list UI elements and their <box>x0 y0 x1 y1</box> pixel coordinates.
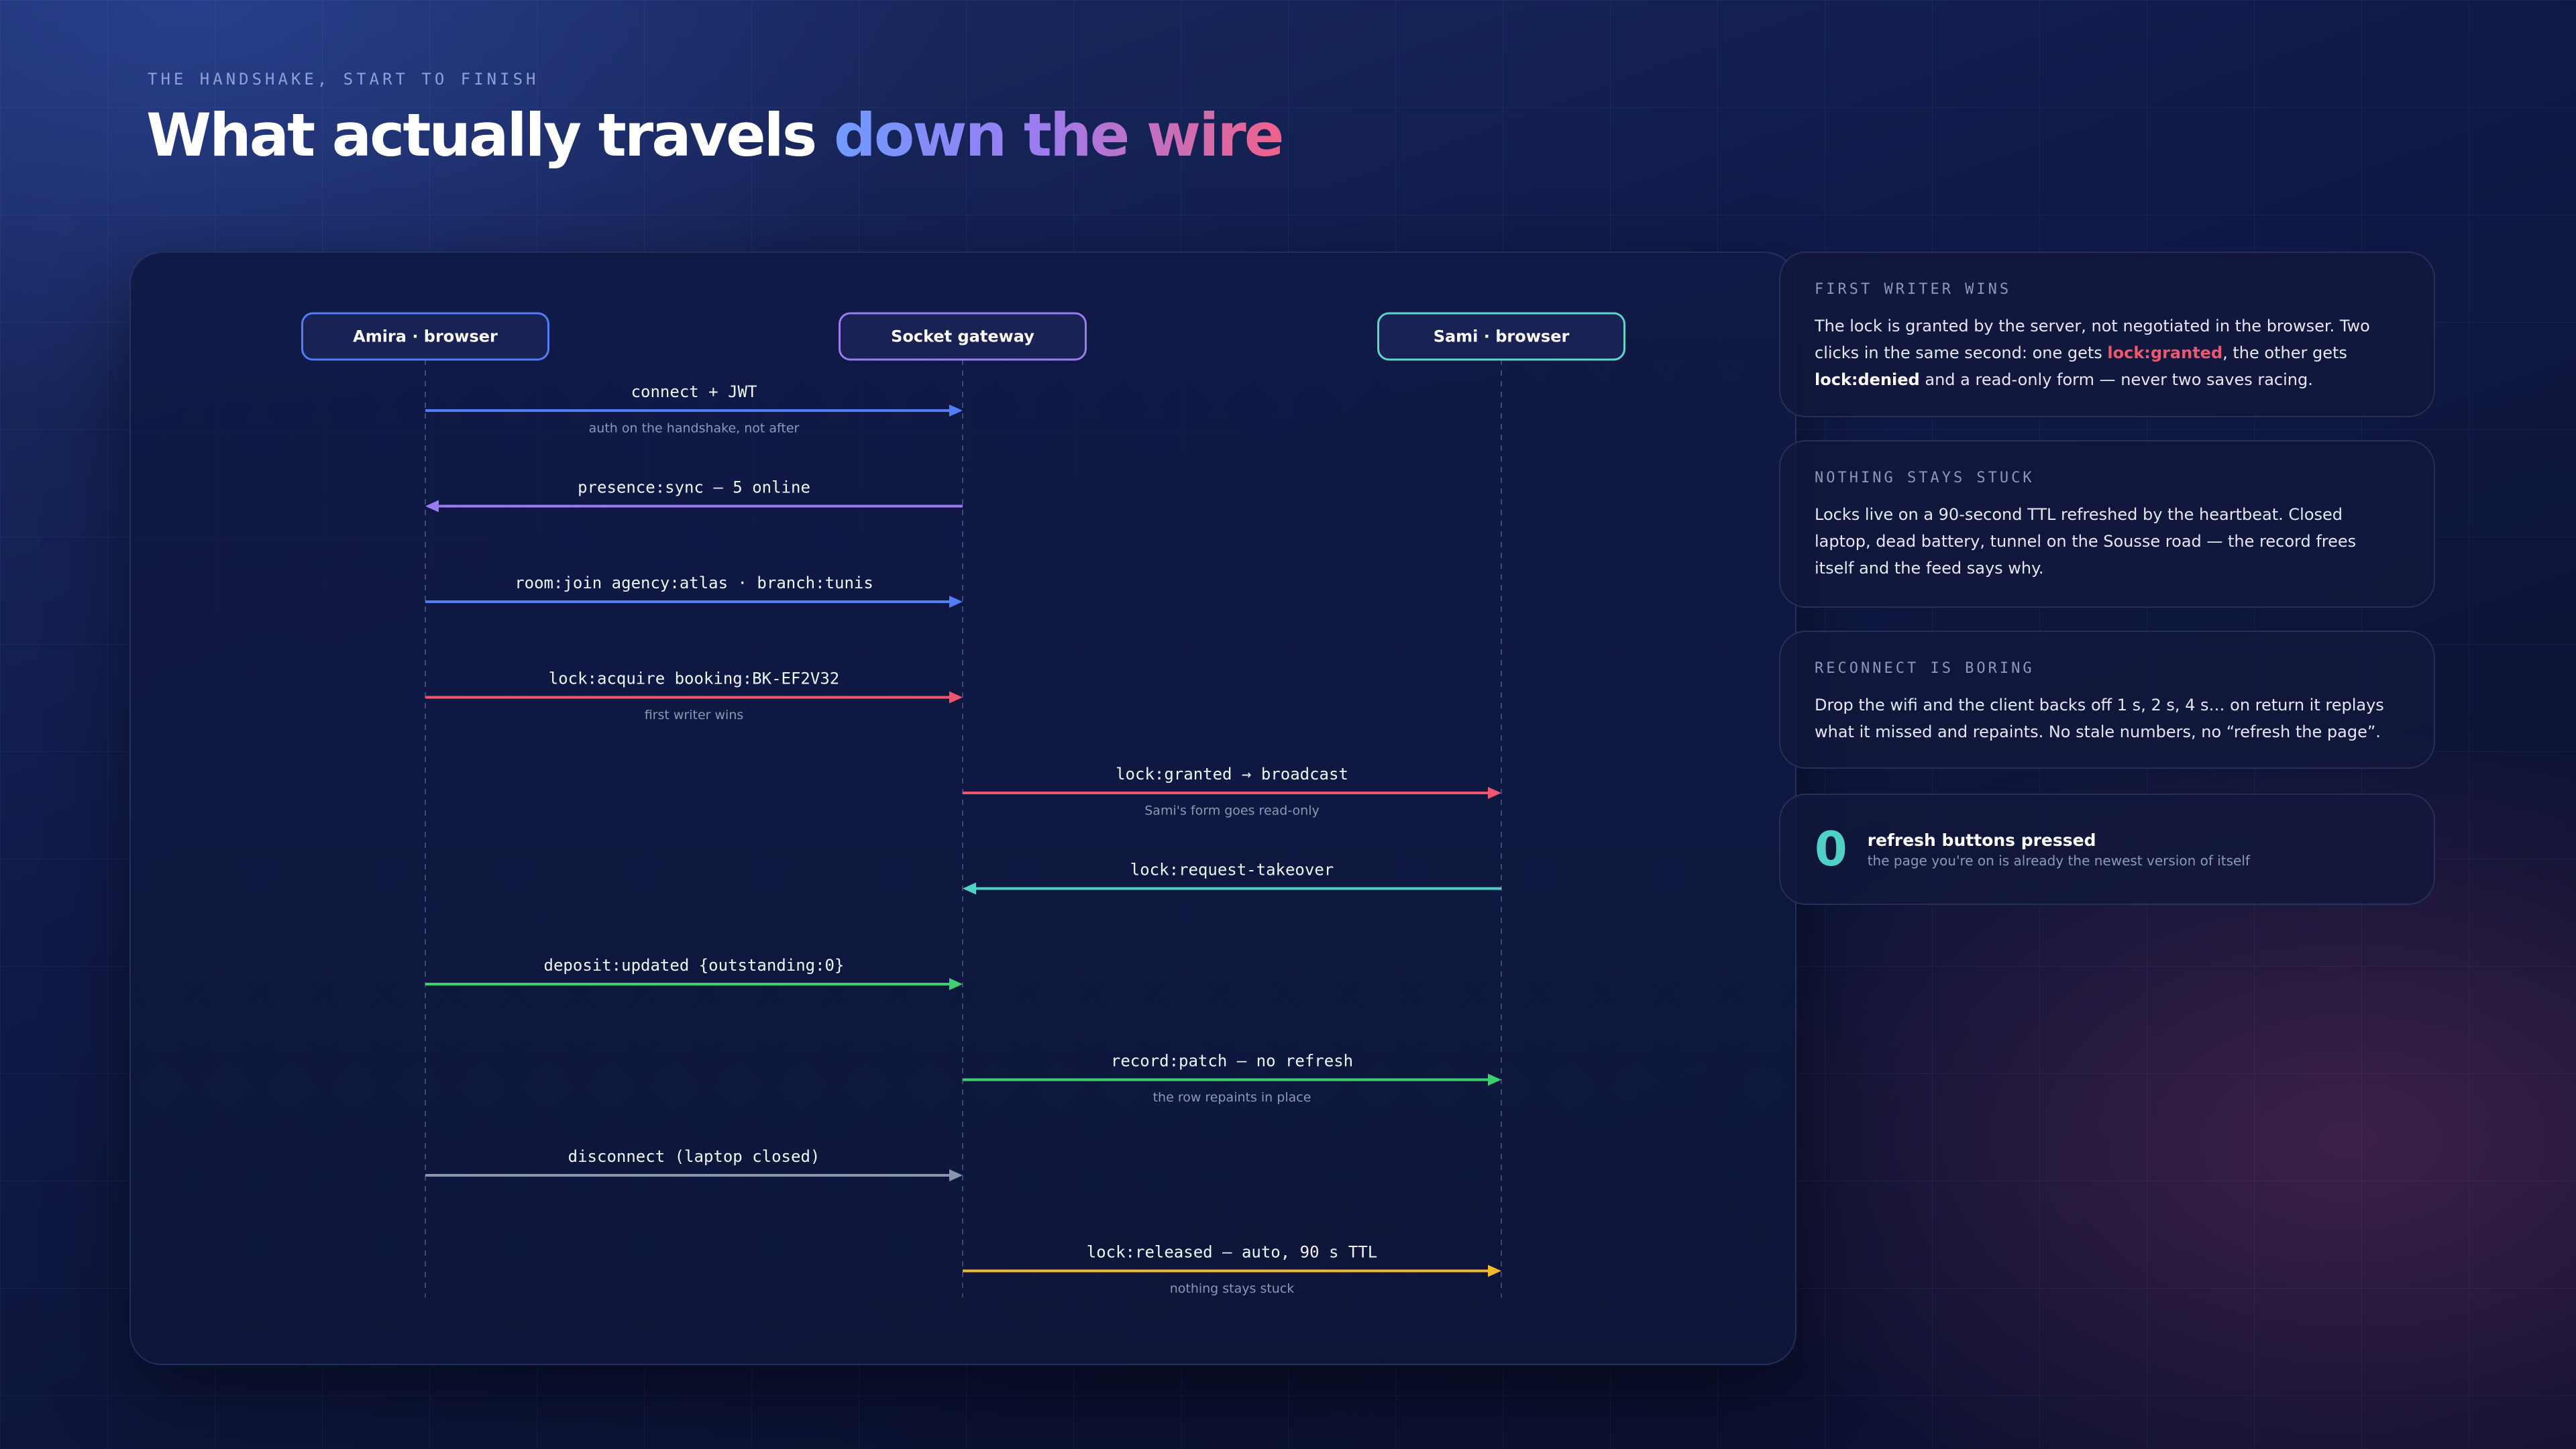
message-label: record:patch — no refresh <box>1111 1052 1353 1071</box>
message-label: lock:request-takeover <box>1130 861 1334 879</box>
info-card: NOTHING STAYS STUCK Locks live on a 90-se… <box>1779 440 2435 608</box>
arrow-head <box>949 405 963 417</box>
participant-label: Amira · browser <box>353 327 498 346</box>
card-body: Drop the wifi and the client backs off 1… <box>1815 692 2400 745</box>
message-note: the row repaints in place <box>1153 1090 1311 1105</box>
stat-sub: the page you're on is already the newest… <box>1867 852 2250 869</box>
card-eyebrow: RECONNECT IS BORING <box>1815 660 2035 677</box>
arrow-head <box>425 500 439 513</box>
card-text: The lock is granted by the server, not n… <box>1815 317 2370 362</box>
card-text: Drop the wifi and the client backs off 1… <box>1815 696 2384 741</box>
eyebrow: THE HANDSHAKE, START TO FINISH <box>148 70 539 89</box>
message-note: auth on the handshake, not after <box>589 421 800 436</box>
sequence-diagram: Amira · browser Socket gateway Sami · brow… <box>301 312 1625 1297</box>
card-text: and a read-only form — never two saves r… <box>1919 370 2313 389</box>
stat-text: refresh buttons pressed the page you're … <box>1868 830 2250 869</box>
arrow-head <box>1488 1073 1501 1086</box>
message-label: lock:granted → broadcast <box>1116 765 1348 784</box>
participant-box <box>839 312 1087 361</box>
card-text: , the other gets <box>2222 343 2347 362</box>
message-note: nothing stays stuck <box>1170 1281 1295 1296</box>
participant-box <box>301 312 549 361</box>
message-label: deposit:updated {outstanding:0} <box>544 956 845 975</box>
message-label: lock:released — auto, 90 s TTL <box>1087 1243 1377 1262</box>
message-label: presence:sync — 5 online <box>578 478 810 497</box>
card-eyebrow: FIRST WRITER WINS <box>1815 281 2012 298</box>
card-text: lock:granted <box>2107 343 2223 362</box>
title-text: What actually travels <box>146 101 817 170</box>
card-body: The lock is granted by the server, not n… <box>1815 313 2400 393</box>
card-text: Locks live on a 90-second TTL refreshed … <box>1815 505 2357 578</box>
stat-label: refresh buttons pressed <box>1867 830 2096 850</box>
message-label: lock:acquire booking:BK-EF2V32 <box>549 669 839 688</box>
message-label: room:join agency:atlas · branch:tunis <box>515 574 873 592</box>
title-accent: down the wire <box>833 101 1285 170</box>
arrow-head <box>949 596 963 608</box>
arrow-head <box>949 978 963 990</box>
participant-label: Sami · browser <box>1434 327 1570 346</box>
message-note: first writer wins <box>645 708 744 722</box>
arrow-head <box>1488 787 1501 799</box>
card-body: Locks live on a 90-second TTL refreshed … <box>1815 501 2400 582</box>
title: What actually travels down the wire <box>146 101 1285 170</box>
sequence-panel: Amira · browser Socket gateway Sami · brow… <box>129 252 1796 1365</box>
stat-value: 0 <box>1815 822 1847 877</box>
participant-box <box>1377 312 1625 361</box>
stat-card: 0 refresh buttons pressed the page you'r… <box>1779 794 2435 905</box>
arrow-head <box>949 691 963 704</box>
arrow-head <box>1488 1265 1501 1277</box>
message-label: connect + JWT <box>631 382 757 401</box>
info-card: FIRST WRITER WINS The lock is granted by … <box>1779 252 2435 417</box>
message-note: Sami's form goes read-only <box>1144 804 1320 818</box>
arrow-head <box>949 1169 963 1181</box>
participant-label: Socket gateway <box>891 327 1034 346</box>
message-label: disconnect (laptop closed) <box>568 1147 820 1166</box>
arrow-head <box>963 882 976 895</box>
card-text: lock:denied <box>1815 370 1920 389</box>
card-eyebrow: NOTHING STAYS STUCK <box>1815 470 2035 486</box>
info-card: RECONNECT IS BORING Drop the wifi and the… <box>1779 631 2435 769</box>
